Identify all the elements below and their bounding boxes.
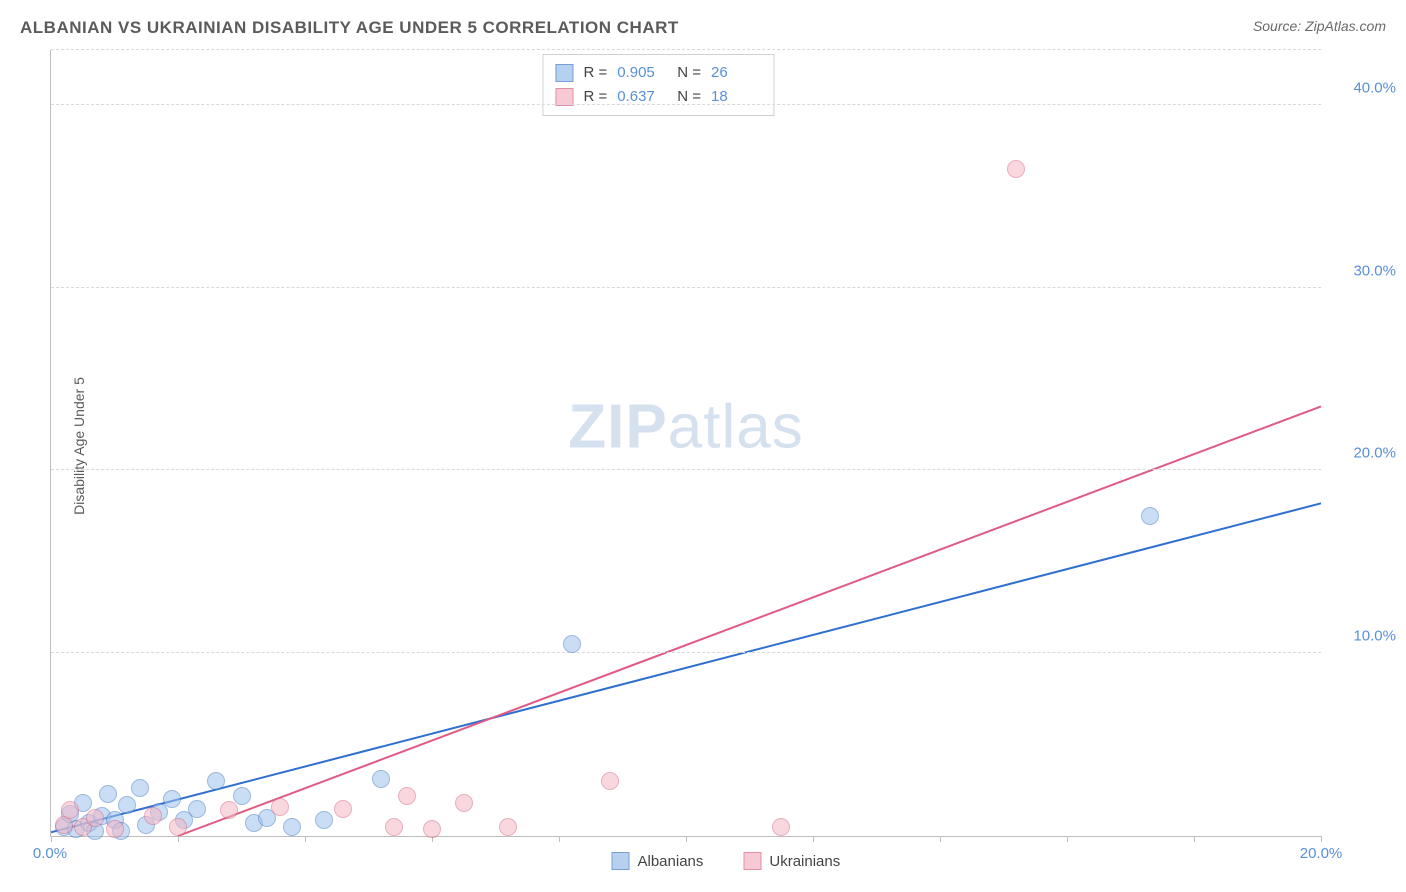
- data-point: [233, 787, 251, 805]
- data-point: [398, 787, 416, 805]
- series-name: Ukrainians: [769, 853, 840, 870]
- chart-plot-area: ZIPatlas R =0.905N =26R =0.637N =18 10.0…: [50, 50, 1321, 837]
- source-attribution: Source: ZipAtlas.com: [1253, 18, 1386, 34]
- data-point: [118, 796, 136, 814]
- data-point: [455, 794, 473, 812]
- data-point: [106, 820, 124, 838]
- data-point: [271, 798, 289, 816]
- source-name: ZipAtlas.com: [1305, 18, 1386, 34]
- x-tick: [51, 836, 52, 842]
- data-point: [86, 809, 104, 827]
- data-point: [499, 818, 517, 836]
- legend-n-value: 26: [711, 61, 761, 85]
- legend-r-value: 0.637: [617, 85, 667, 109]
- x-tick: [813, 836, 814, 842]
- series-legend-item: Albanians: [611, 852, 703, 870]
- x-tick: [178, 836, 179, 842]
- gridline: [51, 469, 1321, 470]
- legend-n-label: N =: [677, 61, 701, 85]
- chart-title: ALBANIAN VS UKRAINIAN DISABILITY AGE UND…: [20, 18, 679, 38]
- source-prefix: Source:: [1253, 18, 1305, 34]
- series-legend: Albanians Ukrainians: [611, 852, 840, 870]
- legend-row: R = 0.637 N = 18: [555, 85, 761, 109]
- x-tick: [686, 836, 687, 842]
- gridline: [51, 652, 1321, 653]
- gridline: [51, 104, 1321, 105]
- data-point: [99, 785, 117, 803]
- data-point: [283, 818, 301, 836]
- data-point: [372, 770, 390, 788]
- x-tick: [940, 836, 941, 842]
- y-tick-label: 20.0%: [1353, 445, 1396, 462]
- legend-swatch: [611, 852, 629, 870]
- x-tick: [559, 836, 560, 842]
- data-point: [563, 635, 581, 653]
- x-tick: [305, 836, 306, 842]
- trend-line: [51, 503, 1321, 832]
- series-name: Albanians: [637, 853, 703, 870]
- data-point: [385, 818, 403, 836]
- trend-lines-layer: [51, 50, 1321, 836]
- legend-n-value: 18: [711, 85, 761, 109]
- data-point: [1141, 507, 1159, 525]
- y-tick-label: 30.0%: [1353, 262, 1396, 279]
- data-point: [188, 800, 206, 818]
- data-point: [423, 820, 441, 838]
- x-tick: [1194, 836, 1195, 842]
- data-point: [1007, 160, 1025, 178]
- gridline: [51, 49, 1321, 50]
- legend-r-label: R =: [583, 85, 607, 109]
- y-tick-label: 10.0%: [1353, 628, 1396, 645]
- legend-swatch: [555, 64, 573, 82]
- data-point: [772, 818, 790, 836]
- x-tick: [1321, 836, 1322, 842]
- data-point: [144, 807, 162, 825]
- legend-swatch: [743, 852, 761, 870]
- x-tick-label: 20.0%: [1300, 845, 1343, 862]
- legend-n-label: N =: [677, 85, 701, 109]
- data-point: [163, 790, 181, 808]
- data-point: [315, 811, 333, 829]
- data-point: [220, 801, 238, 819]
- legend-r-value: 0.905: [617, 61, 667, 85]
- y-tick-label: 40.0%: [1353, 79, 1396, 96]
- data-point: [601, 772, 619, 790]
- data-point: [207, 772, 225, 790]
- legend-r-label: R =: [583, 61, 607, 85]
- x-tick: [1067, 836, 1068, 842]
- trend-line: [178, 406, 1321, 836]
- data-point: [61, 801, 79, 819]
- data-point: [169, 818, 187, 836]
- data-point: [334, 800, 352, 818]
- x-tick-label: 0.0%: [33, 845, 67, 862]
- legend-row: R = 0.905 N = 26: [555, 61, 761, 85]
- gridline: [51, 287, 1321, 288]
- series-legend-item: Ukrainians: [743, 852, 840, 870]
- data-point: [131, 779, 149, 797]
- correlation-legend: R = 0.905 N = 26 R = 0.637 N = 18: [542, 54, 774, 116]
